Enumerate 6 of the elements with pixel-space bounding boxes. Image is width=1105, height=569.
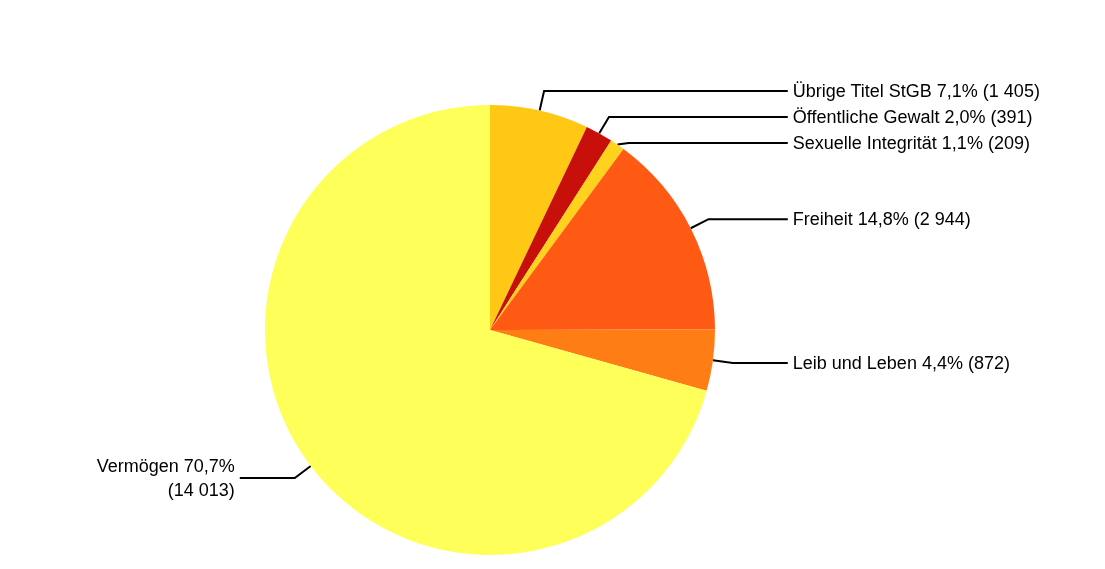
- slice-label: Leib und Leben 4,4% (872): [792, 353, 1010, 373]
- slice-label: Öffentliche Gewalt 2,0% (391): [792, 107, 1033, 128]
- slice-label: Vermögen 70,7% (14 013): [96, 456, 235, 501]
- slice-label: Freiheit 14,8% (2 944): [792, 209, 971, 230]
- slice-label: Sexuelle Integrität 1,1% (209): [792, 133, 1030, 154]
- slice-label: Übrige Titel StGB 7,1% (1 405): [792, 81, 1040, 102]
